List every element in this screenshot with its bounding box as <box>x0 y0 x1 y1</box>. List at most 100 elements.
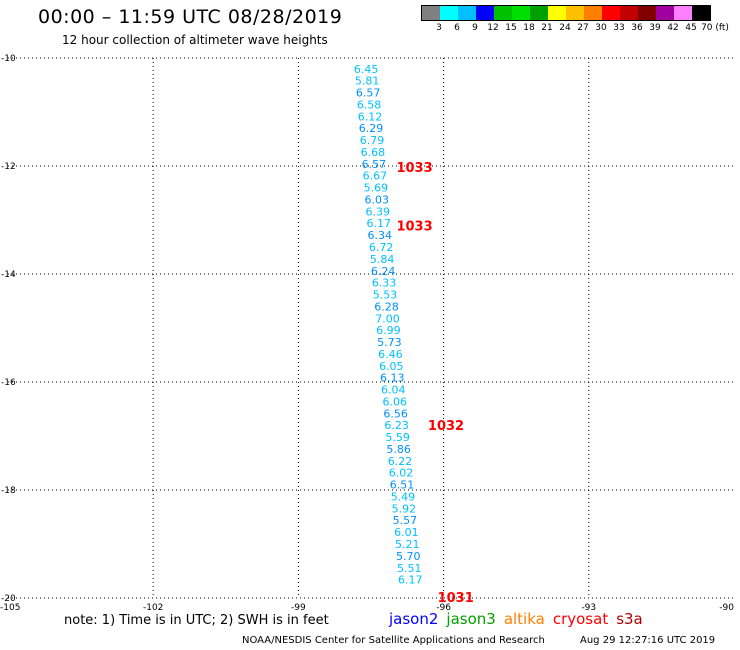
timestamp-text: Aug 29 12:27:16 UTC 2019 <box>580 635 716 646</box>
grid-lines <box>8 57 734 599</box>
wave-height-label: 5.51 <box>397 562 422 575</box>
wave-height-label: 6.33 <box>372 277 397 290</box>
satellite-legend-s3a: s3a <box>616 610 643 628</box>
wave-height-label: 6.04 <box>381 384 406 397</box>
x-tick-label: -102 <box>143 603 163 613</box>
wave-height-label: 5.21 <box>395 538 420 551</box>
legend-swatch <box>566 6 584 20</box>
wave-height-label: 6.24 <box>371 265 396 278</box>
legend-label: 39 <box>649 23 661 33</box>
legend-swatch <box>674 6 692 20</box>
wave-height-label: 6.13 <box>380 372 405 385</box>
wave-height-label: 6.34 <box>367 229 392 242</box>
legend-label: 42 <box>667 23 679 33</box>
legend-swatch <box>494 6 512 20</box>
pressure-label: 1032 <box>428 419 464 434</box>
legend-label: 24 <box>559 23 571 33</box>
wave-height-label: 5.53 <box>373 289 398 302</box>
legend-swatch <box>638 6 656 20</box>
wave-height-label: 6.05 <box>379 360 404 373</box>
x-tick-label: -105 <box>0 603 20 613</box>
chart-subtitle: 12 hour collection of altimeter wave hei… <box>62 33 328 47</box>
wave-height-label: 6.23 <box>384 419 409 432</box>
legend-swatch <box>584 6 602 20</box>
x-tick-label: -99 <box>291 603 306 613</box>
legend-label: 9 <box>472 23 478 33</box>
legend-label: 30 <box>595 23 607 33</box>
legend-label: 12 <box>487 23 499 33</box>
wave-height-label: 6.51 <box>390 479 415 492</box>
legend-label: 6 <box>454 23 460 33</box>
legend-label: 3 <box>436 23 442 33</box>
legend-label: 27 <box>577 23 589 33</box>
wave-height-label: 6.01 <box>394 526 419 539</box>
axis-tick-labels: -10 -12 -14 -16 -18 -20-105 -102 -99 -96 -93 -90 <box>0 54 734 613</box>
pressure-label: 1033 <box>396 161 432 176</box>
units-note: note: 1) Time is in UTC; 2) SWH is in fe… <box>64 613 329 628</box>
wave-height-label: 5.59 <box>385 431 410 444</box>
wave-height-label: 6.02 <box>389 467 414 480</box>
wave-height-label: 5.69 <box>364 182 389 195</box>
wave-height-label: 6.22 <box>388 455 413 468</box>
wave-height-label: 6.28 <box>374 300 399 313</box>
legend-label: 33 <box>613 23 625 33</box>
wave-height-label: 6.12 <box>358 110 383 123</box>
chart-title: 00:00 – 11:59 UTC 08/28/2019 <box>38 6 343 28</box>
satellite-legend-jason3: jason3 <box>446 610 496 628</box>
wave-height-label: 5.81 <box>355 75 380 88</box>
legend-swatch <box>656 6 674 20</box>
y-tick-label: -16 <box>1 378 16 388</box>
wave-height-label: 6.56 <box>383 407 408 420</box>
wave-height-label: 5.84 <box>370 253 395 266</box>
x-tick-label: -93 <box>581 603 596 613</box>
satellite-legend: jason2 jason3 altika cryosat s3a <box>389 610 651 628</box>
wave-height-label: 6.72 <box>369 241 394 254</box>
wave-height-label: 6.79 <box>360 134 385 147</box>
wave-height-label: 5.57 <box>393 514 418 527</box>
pressure-label: 1031 <box>438 591 474 606</box>
satellite-legend-cryosat: cryosat <box>552 610 609 628</box>
wave-height-label: 6.39 <box>366 205 391 218</box>
y-tick-label: -20 <box>1 594 16 604</box>
wave-height-label: 6.17 <box>366 217 391 230</box>
satellite-legend-altika: altika <box>503 610 545 628</box>
y-tick-label: -18 <box>1 486 16 496</box>
satellite-legend-jason2: jason2 <box>389 610 439 628</box>
wave-height-label: 7.00 <box>375 312 400 325</box>
pressure-labels: 1033 1033 1032 1031 <box>396 161 473 606</box>
wave-height-label: 6.57 <box>362 158 387 171</box>
wave-height-label: 6.68 <box>361 146 386 159</box>
wave-height-label: 5.92 <box>392 502 417 515</box>
legend-swatch <box>476 6 494 20</box>
x-tick-label: -96 <box>436 603 451 613</box>
wave-height-label: 6.29 <box>359 122 384 135</box>
wave-height-label: 6.17 <box>398 574 423 587</box>
legend-label: 70 (ft) <box>701 23 729 33</box>
legend-swatch <box>530 6 548 20</box>
legend-swatch <box>458 6 476 20</box>
legend-swatch <box>548 6 566 20</box>
legend-swatch <box>512 6 530 20</box>
wave-height-label: 6.57 <box>356 87 381 100</box>
wave-height-label: 6.06 <box>382 395 407 408</box>
wave-height-label: 6.67 <box>363 170 388 183</box>
legend-swatch <box>692 6 710 20</box>
color-legend-swatches <box>421 5 711 21</box>
wave-height-label: 6.46 <box>378 348 403 361</box>
legend-label: 36 <box>631 23 643 33</box>
wave-height-label: 5.86 <box>386 443 411 456</box>
y-tick-label: -12 <box>1 162 16 172</box>
color-legend-labels: 3 6 9 12 15 18 21 24 27 30 33 36 39 42 45 70 (ft) <box>421 23 729 35</box>
y-tick-label: -10 <box>1 54 16 64</box>
wave-height-label: 6.45 <box>354 63 379 76</box>
wave-height-color-legend: 3 6 9 12 15 18 21 24 27 30 33 36 39 42 45 70 (ft) <box>421 5 729 35</box>
legend-swatch <box>620 6 638 20</box>
x-tick-label: -90 <box>719 603 734 613</box>
pressure-label: 1033 <box>396 219 432 234</box>
legend-swatch <box>602 6 620 20</box>
legend-label: 45 <box>685 23 697 33</box>
legend-label: 15 <box>505 23 517 33</box>
wave-height-label: 6.03 <box>365 193 390 206</box>
wave-height-label: 5.49 <box>391 490 416 503</box>
